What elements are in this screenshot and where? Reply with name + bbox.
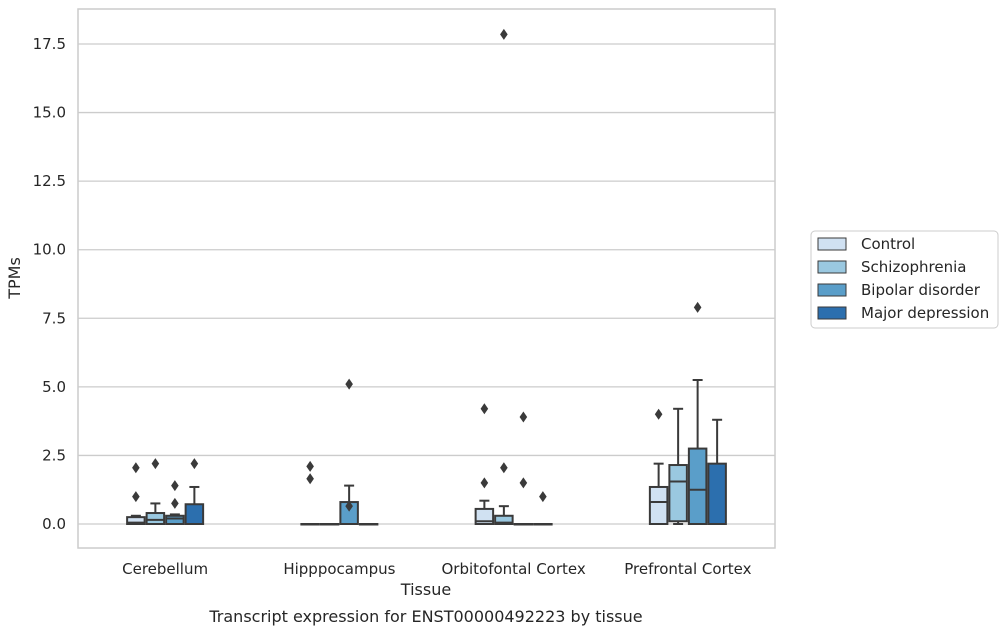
x-tick-label: Orbitofontal Cortex <box>442 560 586 578</box>
outlier-point <box>306 473 314 485</box>
legend: Control Schizophrenia Bipolar disorder Majo… <box>810 230 999 329</box>
box <box>474 507 495 525</box>
box-major-depression <box>533 491 553 526</box>
legend-swatch <box>817 237 847 251</box>
y-tick-label: 15.0 <box>33 104 66 122</box>
legend-swatch <box>817 306 847 320</box>
y-axis-label: TPMs <box>5 257 24 300</box>
y-tick-label: 2.5 <box>42 446 66 464</box>
outlier-point <box>171 497 179 509</box>
box <box>707 462 727 525</box>
box-control <box>474 403 495 525</box>
plot-frame <box>77 8 776 549</box>
outlier-point <box>171 480 179 492</box>
x-axis-label: Tissue <box>400 580 451 599</box>
legend-item: Control <box>817 235 915 253</box>
x-tick-label: Prefrontal Cortex <box>624 560 751 578</box>
box-schizophrenia <box>145 458 166 525</box>
box-control <box>648 408 669 526</box>
box-schizophrenia <box>668 407 688 525</box>
box-control <box>300 460 320 526</box>
y-tick-label: 12.5 <box>33 172 66 190</box>
plot-boxes <box>126 28 727 526</box>
outlier-point <box>480 403 489 415</box>
figure-caption: Transcript expression for ENST0000049222… <box>208 607 642 626</box>
legend-label: Bipolar disorder <box>861 281 981 299</box>
outlier-point <box>480 477 489 489</box>
box <box>145 512 166 525</box>
y-tick-labels: 0.0 2.5 5.0 7.5 10.0 12.5 15.0 17.5 <box>33 35 66 533</box>
box-major-depression <box>358 523 379 526</box>
outlier-point <box>539 491 547 503</box>
outlier-point <box>132 491 140 503</box>
outlier-point <box>132 462 140 474</box>
box-control <box>126 462 146 526</box>
outlier-point <box>306 460 314 472</box>
outlier-point <box>500 462 508 474</box>
legend-label: Control <box>861 235 915 253</box>
box-major-depression <box>184 458 205 526</box>
box <box>165 514 185 525</box>
outlier-point <box>693 301 702 313</box>
y-tick-label: 5.0 <box>42 378 66 396</box>
box <box>184 503 205 526</box>
outlier-point <box>345 500 353 512</box>
x-tick-labels: Cerebellum Hipppocampus Orbitofontal Corte… <box>122 560 751 578</box>
box-schizophrenia <box>494 28 514 525</box>
box-schizophrenia <box>319 523 340 526</box>
outlier-point <box>500 28 508 40</box>
y-tick-label: 0.0 <box>42 515 66 533</box>
y-gridlines <box>78 43 775 525</box>
box <box>494 514 514 525</box>
box-bipolar-disorder <box>687 301 708 526</box>
outlier-point <box>345 378 353 390</box>
box <box>668 464 688 523</box>
outlier-point <box>654 408 663 420</box>
legend-label: Schizophrenia <box>861 258 966 276</box>
y-tick-label: 7.5 <box>42 309 66 327</box>
outlier-point <box>519 411 528 423</box>
box-major-depression <box>707 418 727 525</box>
y-tick-label: 10.0 <box>33 241 66 259</box>
legend-swatch <box>817 283 847 297</box>
legend-item: Schizophrenia <box>817 258 966 276</box>
x-tick-label: Cerebellum <box>122 560 208 578</box>
outlier-point <box>519 477 528 489</box>
legend-item: Major depression <box>817 304 989 322</box>
outlier-point <box>190 458 199 470</box>
box-bipolar-disorder <box>513 411 534 526</box>
y-tick-label: 17.5 <box>33 35 66 53</box>
outlier-point <box>151 458 160 470</box>
box <box>687 447 708 526</box>
x-tick-label: Hipppocampus <box>283 560 395 578</box>
box-bipolar-disorder <box>339 378 359 525</box>
legend-frame <box>810 230 999 329</box>
legend-item: Bipolar disorder <box>817 281 981 299</box>
box-bipolar-disorder <box>165 480 185 525</box>
legend-label: Major depression <box>861 304 989 322</box>
box <box>648 485 669 526</box>
legend-swatch <box>817 260 847 274</box>
box <box>126 516 146 526</box>
